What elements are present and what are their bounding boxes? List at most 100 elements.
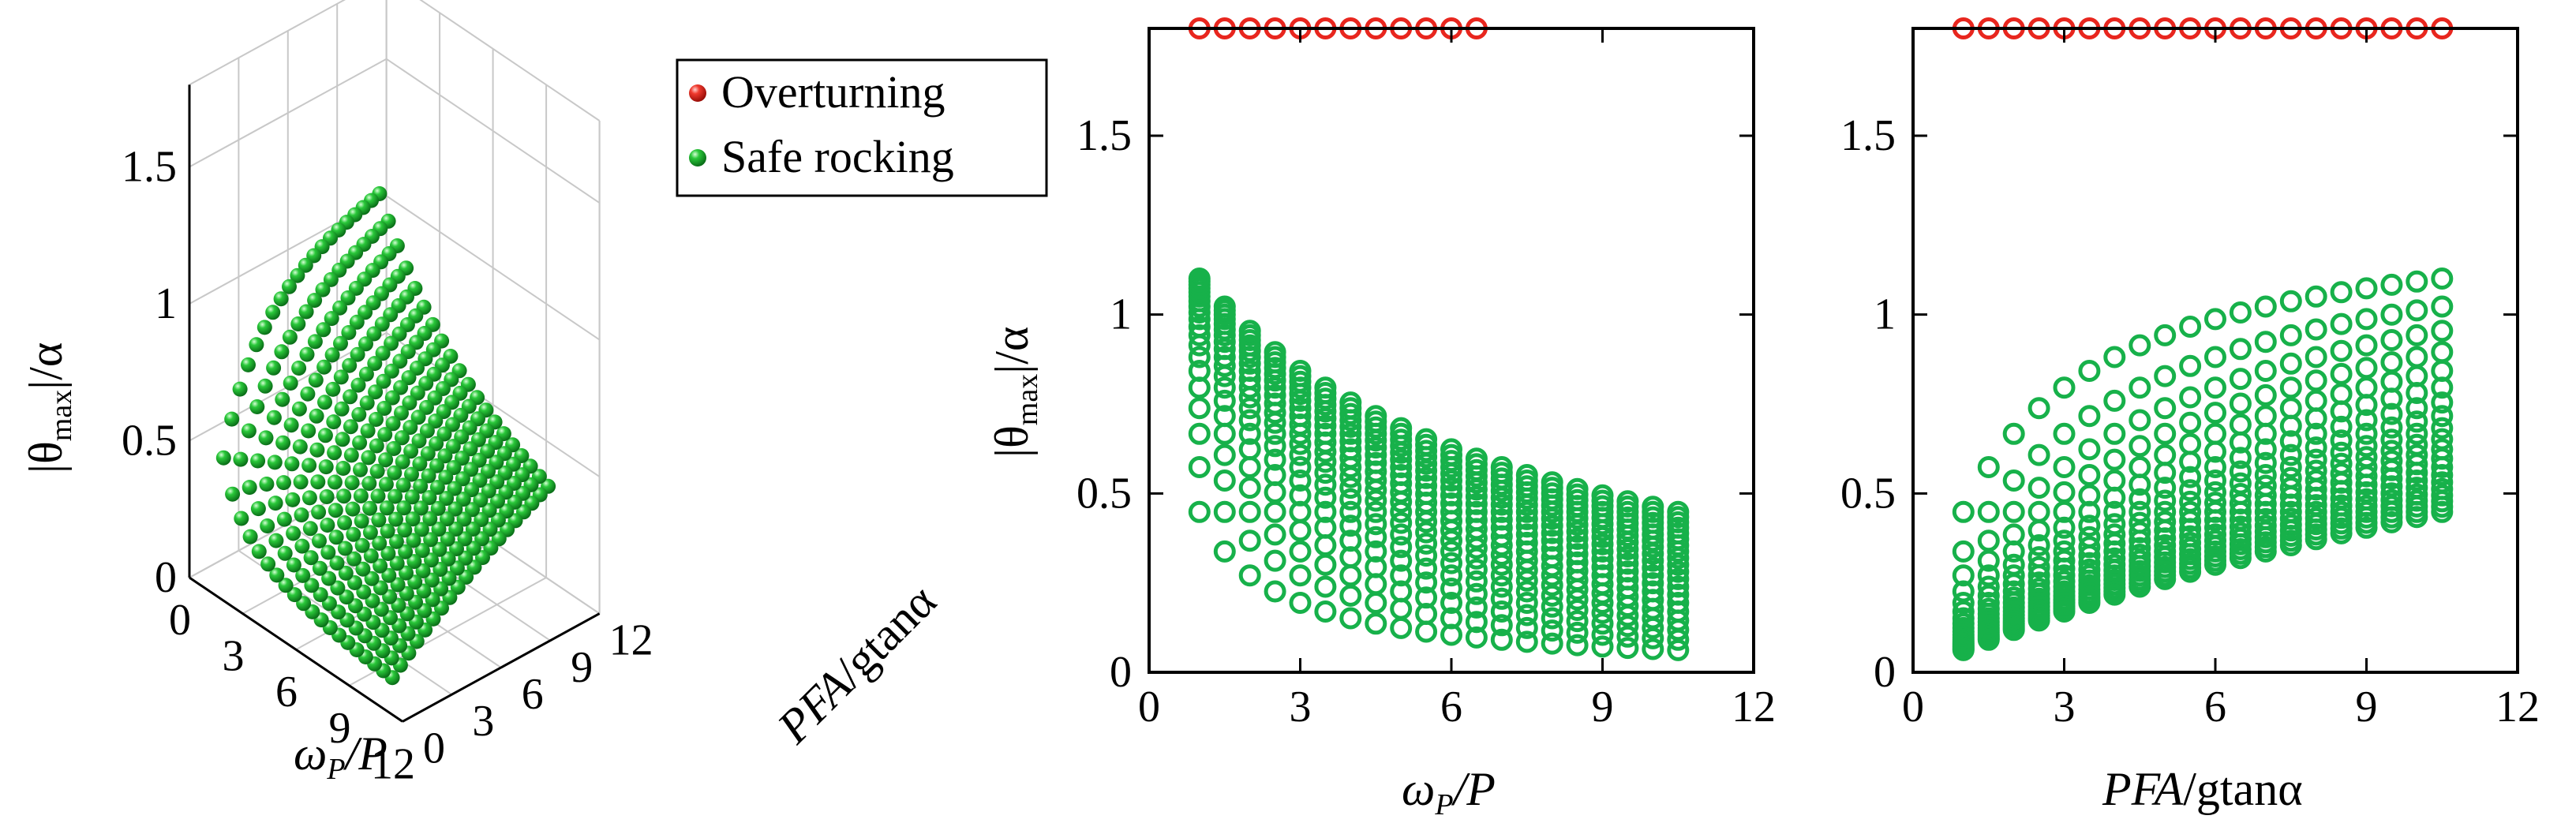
safe-point-391 [2229,547,2252,570]
p1-ytick-0: 0 [423,724,445,773]
safe-point-5 [2078,360,2101,382]
p1-safe-point-125 [447,481,462,496]
safe-point-81 [1289,564,1312,587]
p1-safe-point-279 [265,305,281,320]
p1-safe-point-314 [293,474,309,490]
safe-point-1 [1188,456,1211,478]
p1-safe-point-136 [349,314,365,330]
safe-point-21 [1977,500,2000,523]
p1-safe-point-153 [368,384,384,400]
safe-point-71 [1264,392,1286,415]
p1-safe-point-170 [386,441,402,456]
safe-point-244 [1490,575,1513,598]
p1-safe-point-295 [292,439,308,455]
safe-point-83 [1289,519,1312,542]
safe-point-180 [1415,620,1438,643]
p1-safe-point-156 [341,325,357,340]
xtick-label-3: 3 [2054,683,2076,731]
safe-point-219 [1440,438,1462,461]
safe-point-201 [1440,607,1462,630]
p1-safe-point-232 [343,447,359,463]
safe-point-225 [1465,558,1488,581]
p1-safe-point-143 [456,511,472,527]
p1-safe-point-369 [313,587,328,603]
p1-safe-point-299 [256,320,272,335]
p1-ytick-3: 3 [472,697,494,746]
p1-safe-point-90 [419,399,434,415]
legend-overturning-marker [689,84,706,102]
p1-safe-point-335 [276,475,291,491]
safe-point-235 [2330,471,2353,494]
safe-point-19 [1188,267,1211,290]
safe-point-124 [1339,529,1362,552]
safe-point-380 [1952,638,1975,661]
p1-safe-point-290 [337,515,353,530]
safe-point-6 [1188,346,1211,368]
p1-safe-point-332 [302,521,318,537]
safe-point-46 [1238,422,1261,445]
safe-point-93 [1289,397,1312,420]
p1-safe-point-161 [466,541,481,556]
safe-point-300 [1566,634,1589,657]
safe-point-69 [2179,411,2202,434]
safe-point-143 [1365,556,1387,578]
safe-point-302 [1566,610,1589,633]
p1-safe-point-229 [370,488,386,504]
safe-point-199 [1415,428,1438,451]
safe-point-186 [2103,532,2126,555]
p1-safe-point-230 [361,476,377,492]
safe-point-26 [1213,389,1236,412]
p1-safe-point-135 [358,336,373,352]
p1-safe-point-173 [359,395,375,411]
safe-point-279 [2431,464,2454,486]
p1-safe-point-249 [362,500,378,516]
safe-point-18 [2406,270,2428,293]
p1-safe-point-396 [242,529,258,544]
safe-point-22 [1213,470,1236,492]
p1-safe-point-108 [429,436,444,451]
p1-safe-point-158 [323,271,339,287]
safe-point-15 [2330,281,2353,304]
safe-point-130 [2204,456,2226,478]
p1-safe-point-113 [384,363,399,379]
panel-omega-ticks: 0 3 6 9 12 0 0.5 1 1.5 [1076,28,1776,731]
p1-safe-point-203 [432,541,447,557]
safe-point-187 [2129,521,2151,544]
safe-point-65 [1264,464,1286,486]
safe-point-93 [2279,397,2302,420]
safe-point-310 [1566,535,1589,558]
safe-point-48 [2154,397,2177,420]
safe-point-242 [1490,600,1513,623]
p1-safe-point-126 [438,470,454,485]
p1-ztick-1: 1 [155,279,177,328]
safe-point-56 [2355,334,2378,357]
safe-point-387 [2129,575,2151,598]
safe-point-282 [1541,607,1563,630]
safe-point-394 [2305,528,2327,551]
ytick-label-0.5: 0.5 [1840,469,1896,518]
p1-safe-point-189 [387,465,402,481]
safe-point-42 [2002,500,2025,523]
safe-point-350 [1616,545,1639,567]
p1-safe-point-166 [421,490,437,506]
p1-safe-point-137 [340,290,356,305]
p1-safe-point-227 [388,511,403,527]
p1-safe-point-284 [390,577,406,593]
p1-safe-point-268 [362,525,378,541]
p1-safe-point-245 [398,544,414,559]
p1-safe-point-224 [414,543,430,559]
safe-point-105 [1314,500,1337,523]
safe-point-251 [1490,508,1513,531]
p1-safe-point-244 [406,554,422,570]
safe-point-152 [1365,451,1387,474]
p1-safe-point-372 [286,557,301,573]
safe-point-86 [1289,470,1312,492]
safe-point-24 [1213,422,1236,445]
ytick-label-1: 1 [1110,290,1132,339]
p1-safe-point-247 [380,523,395,539]
p1-safe-point-218 [298,304,314,320]
safe-point-279 [1515,464,1538,486]
safe-point-35 [2330,312,2353,335]
p1-safe-point-243 [415,563,431,578]
safe-point-55 [2330,339,2353,362]
